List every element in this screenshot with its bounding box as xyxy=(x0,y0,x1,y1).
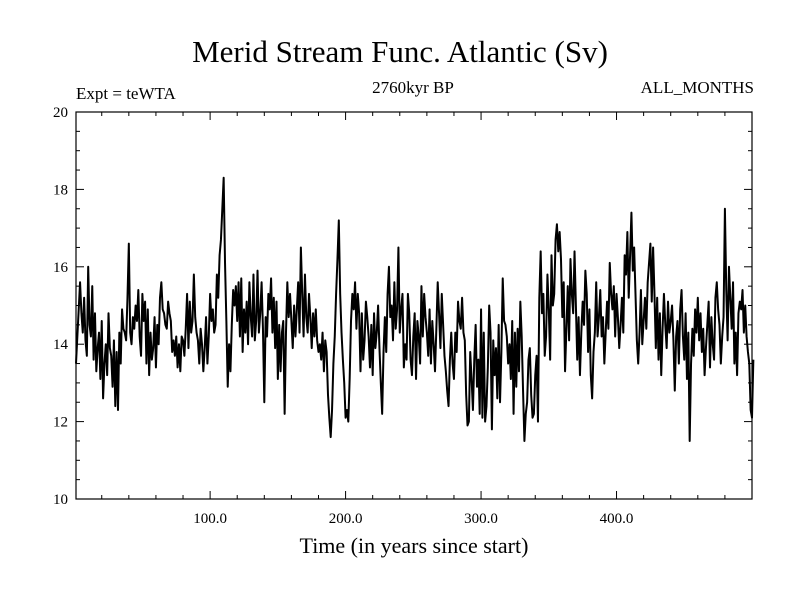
y-tick-label: 18 xyxy=(53,182,68,198)
experiment-label: Expt = teWTA xyxy=(76,84,176,103)
series-line xyxy=(75,176,755,442)
y-tick-label: 14 xyxy=(53,337,69,353)
months-label: ALL_MONTHS xyxy=(640,78,754,97)
axis-ticks xyxy=(76,112,752,499)
y-tick-label: 10 xyxy=(53,492,68,508)
x-axis-label: Time (in years since start) xyxy=(299,533,529,558)
x-tick-label: 100.0 xyxy=(193,511,227,527)
x-tick-label: 200.0 xyxy=(329,511,363,527)
chart-subtitle: 2760kyr BP xyxy=(372,78,454,97)
x-tick-label: 400.0 xyxy=(600,511,634,527)
y-tick-label: 16 xyxy=(53,260,69,276)
tick-labels: 100.0 200.0 300.0 400.0 10 12 14 16 18 20 xyxy=(53,105,633,527)
plot-frame xyxy=(75,111,753,500)
y-tick-label: 12 xyxy=(53,415,68,431)
x-tick-label: 300.0 xyxy=(464,511,498,527)
chart-title: Merid Stream Func. Atlantic (Sv) xyxy=(192,34,608,69)
y-tick-label: 20 xyxy=(53,105,68,121)
